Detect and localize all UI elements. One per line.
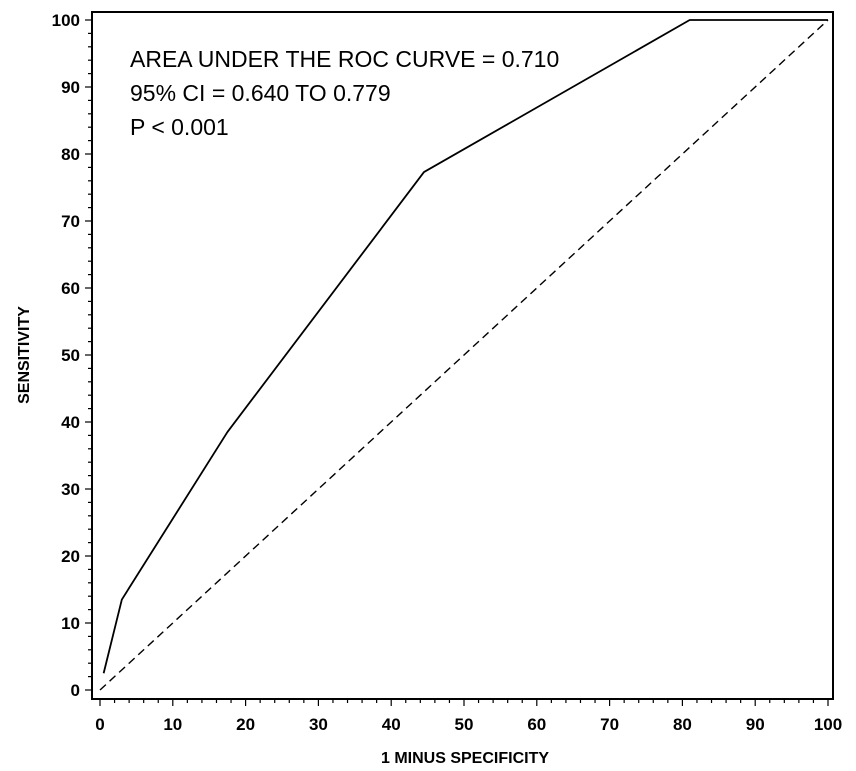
y-tick-label: 0 — [71, 681, 80, 700]
x-axis-title: 1 MINUS SPECIFICITY — [381, 750, 549, 767]
y-tick-label: 70 — [61, 212, 80, 231]
x-tick-label: 70 — [600, 715, 619, 734]
roc-curve — [102, 19, 828, 674]
x-tick-label: 50 — [455, 715, 474, 734]
annotation-auc: AREA UNDER THE ROC CURVE = 0.710 — [130, 46, 559, 72]
y-tick-label: 20 — [61, 547, 80, 566]
y-axis-title: SENSITIVITY — [16, 306, 33, 404]
y-tick-label: 60 — [61, 279, 80, 298]
x-tick-label: 10 — [163, 715, 182, 734]
x-tick-label: 40 — [382, 715, 401, 734]
x-tick-label: 0 — [95, 715, 104, 734]
x-tick-label: 90 — [746, 715, 765, 734]
annotation-ci: 95% CI = 0.640 TO 0.779 — [130, 80, 391, 106]
x-tick-label: 30 — [309, 715, 328, 734]
y-tick-label: 90 — [61, 78, 80, 97]
x-tick-label: 20 — [236, 715, 255, 734]
y-tick-label: 10 — [61, 614, 80, 633]
y-tick-label: 100 — [52, 11, 80, 30]
y-tick-label: 80 — [61, 145, 80, 164]
y-tick-label: 30 — [61, 480, 80, 499]
annotation-p-value: P < 0.001 — [130, 114, 229, 140]
y-tick-label: 50 — [61, 346, 80, 365]
y-tick-label: 40 — [61, 413, 80, 432]
reference-line — [99, 19, 829, 691]
x-tick-label: 100 — [814, 715, 842, 734]
tick-layer: 0 10 20 30 40 50 60 70 80 90 100 0 10 20 30 40 50 60 70 80 9… — [52, 11, 843, 734]
x-tick-label: 80 — [673, 715, 692, 734]
x-tick-label: 60 — [527, 715, 546, 734]
